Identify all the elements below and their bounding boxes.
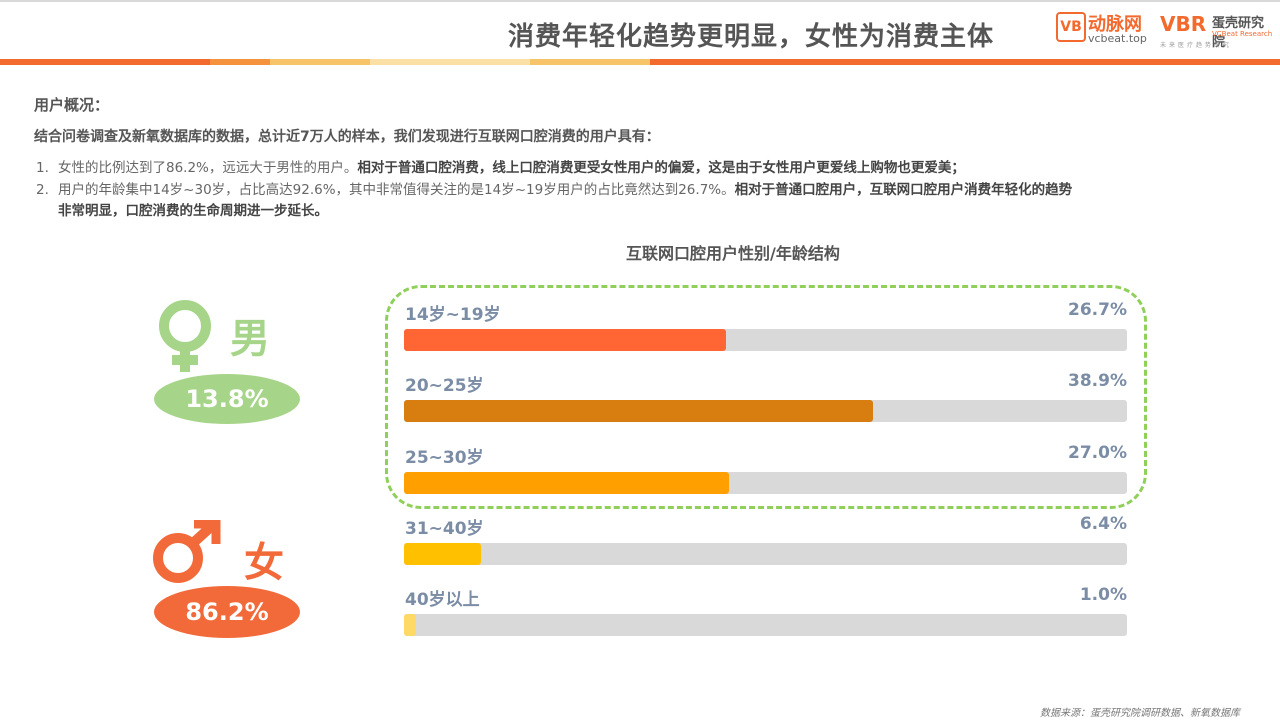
header-stripe-segment bbox=[650, 59, 1280, 65]
intro-text: 结合问卷调查及新氧数据库的数据，总计近7万人的样本，我们发现进行互联网口腔消费的… bbox=[34, 129, 660, 145]
bar-track bbox=[404, 329, 1127, 351]
vcbeat-badge-icon: VB bbox=[1056, 12, 1086, 42]
point-text: 女性的比例达到了86.2%，远远大于男性的用户。 bbox=[58, 160, 358, 176]
point-1: 1. 女性的比例达到了86.2%，远远大于男性的用户。相对于普通口腔消费，线上口腔… bbox=[36, 158, 1236, 179]
bar-value-label: 38.9% bbox=[1068, 371, 1127, 391]
bar-fill bbox=[404, 614, 417, 636]
bar-fill bbox=[404, 543, 482, 565]
bar-fill bbox=[404, 329, 726, 351]
point-number: 2. bbox=[36, 182, 49, 198]
top-border bbox=[0, 0, 1280, 2]
vbr-logo-slogan: 未来医疗趋势研究 bbox=[1160, 42, 1233, 49]
vbr-logo: VBR 蛋壳研究院 VCBeat Research 未来医疗趋势研究 bbox=[1160, 10, 1276, 50]
header-stripe-segment bbox=[530, 59, 650, 65]
header-stripe-segment bbox=[370, 59, 530, 65]
point-bold-text: 相对于普通口腔消费，线上口腔消费更受女性用户的偏爱，这是由于女性用户更爱线上购物… bbox=[357, 160, 965, 176]
female-label: 女 bbox=[244, 540, 284, 586]
section-heading: 用户概况： bbox=[34, 96, 110, 114]
bar-track bbox=[404, 543, 1127, 565]
point-bold-text-continued: 非常明显，口腔消费的生命周期进一步延长。 bbox=[58, 203, 328, 219]
point-number: 1. bbox=[36, 160, 49, 176]
female-percent-badge: 86.2% bbox=[154, 586, 300, 638]
male-symbol-icon bbox=[153, 520, 221, 583]
bar-fill bbox=[404, 400, 873, 422]
bar-value-label: 6.4% bbox=[1079, 514, 1127, 534]
bar-track bbox=[404, 400, 1127, 422]
page-title: 消费年轻化趋势更明显，女性为消费主体 bbox=[508, 22, 995, 52]
bar-category-label: 20~25岁 bbox=[405, 376, 484, 396]
header-stripe-segment bbox=[0, 59, 210, 65]
bar-value-label: 27.0% bbox=[1068, 443, 1127, 463]
bar-value-label: 26.7% bbox=[1068, 300, 1127, 320]
young-age-highlight-box bbox=[385, 285, 1147, 509]
vbr-logo-name: 蛋壳研究院 bbox=[1212, 16, 1265, 50]
point-2: 2. 用户的年龄集中14岁~30岁，占比高达92.6%，其中非常值得关注的是14岁… bbox=[36, 180, 1236, 222]
vcbeat-logo: VB 动脉网 vcbeat.top bbox=[1056, 10, 1147, 45]
chart-title: 互联网口腔用户性别/年龄结构 bbox=[626, 244, 840, 263]
point-text: 用户的年龄集中14岁~30岁，占比高达92.6%，其中非常值得关注的是14岁~1… bbox=[58, 182, 735, 198]
bar-category-label: 31~40岁 bbox=[405, 519, 484, 539]
bar-fill bbox=[404, 472, 730, 494]
vcbeat-logo-name: 动脉网 bbox=[1088, 14, 1142, 35]
bar-track bbox=[404, 472, 1127, 494]
data-source: 数据来源：蛋壳研究院调研数据、新氧数据库 bbox=[1040, 708, 1240, 719]
header-stripe-segment bbox=[270, 59, 370, 65]
bar-category-label: 25~30岁 bbox=[405, 448, 484, 468]
bar-track bbox=[404, 614, 1127, 636]
bar-value-label: 1.0% bbox=[1079, 585, 1127, 605]
vbr-mark-icon: VBR bbox=[1160, 12, 1207, 36]
male-percent-badge: 13.8% bbox=[154, 374, 300, 424]
vbr-logo-sub: VCBeat Research bbox=[1212, 30, 1273, 38]
header-stripe-segment bbox=[210, 59, 270, 65]
point-bold-text: 相对于普通口腔用户，互联网口腔用户消费年轻化的趋势 bbox=[734, 182, 1073, 198]
vcbeat-logo-url: vcbeat.top bbox=[1088, 32, 1147, 45]
bar-category-label: 40岁以上 bbox=[405, 590, 480, 610]
female-symbol-icon bbox=[159, 300, 211, 372]
male-label: 男 bbox=[230, 316, 270, 362]
bar-category-label: 14岁~19岁 bbox=[405, 305, 501, 325]
